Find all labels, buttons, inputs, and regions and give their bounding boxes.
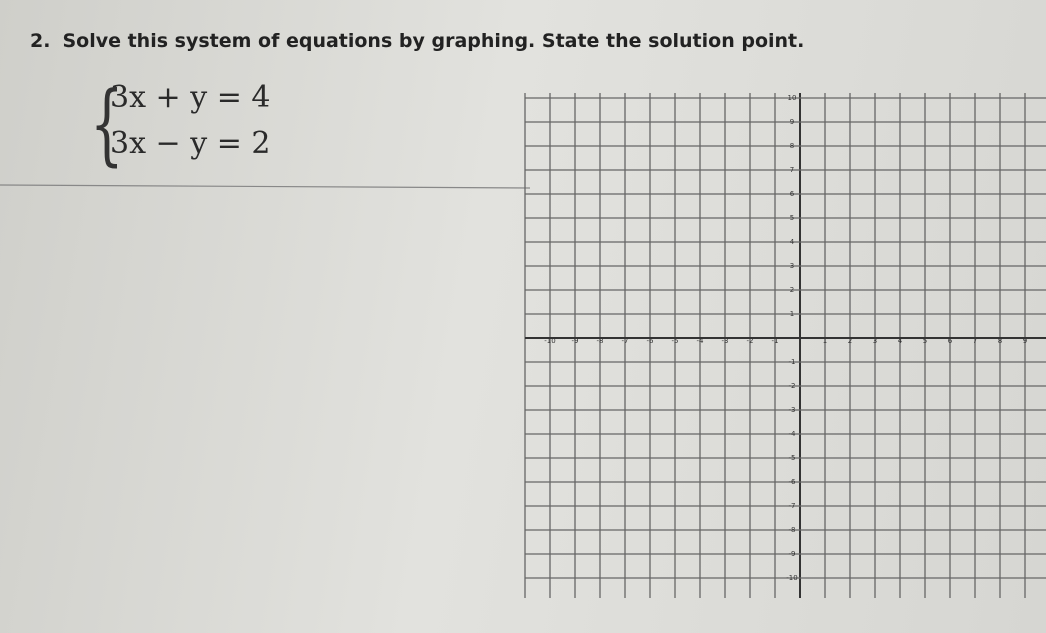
- equation-system: { 3x + y = 4 3x − y = 2: [90, 80, 270, 172]
- y-tick-label: 4: [790, 238, 795, 246]
- y-tick-label: 10: [788, 94, 797, 102]
- x-tick-label: -7: [622, 337, 629, 345]
- divider: [0, 184, 531, 189]
- x-tick-label: 6: [948, 337, 953, 345]
- grid: -10-9-8-7-6-5-4-3-2-11234567891010987654…: [524, 93, 1046, 598]
- x-tick-label: 2: [848, 337, 852, 345]
- x-tick-label: 1: [823, 337, 827, 345]
- x-tick-label: 4: [898, 337, 903, 345]
- x-tick-label: -10: [544, 337, 555, 345]
- y-tick-label: 9: [790, 118, 794, 126]
- y-tick-label: -4: [789, 430, 797, 438]
- x-tick-label: -3: [722, 337, 729, 345]
- question-number: 2.: [30, 30, 51, 52]
- y-tick-label: -3: [789, 406, 796, 414]
- y-tick-label: 2: [790, 286, 794, 294]
- y-tick-label: 5: [790, 214, 794, 222]
- y-tick-label: 8: [790, 142, 794, 150]
- x-tick-label: 3: [873, 337, 877, 345]
- equation: 3x + y = 4: [110, 80, 271, 115]
- x-tick-label: 9: [1023, 337, 1027, 345]
- x-tick-label: -4: [697, 337, 705, 345]
- y-tick-label: -6: [789, 478, 797, 486]
- x-tick-label: -2: [747, 337, 754, 345]
- x-tick-label: -9: [572, 337, 579, 345]
- y-tick-label: 3: [790, 262, 794, 270]
- x-tick-label: 5: [923, 337, 927, 345]
- y-tick-label: 6: [790, 190, 795, 198]
- x-tick-label: -1: [772, 337, 779, 345]
- y-tick-label: 1: [790, 310, 794, 318]
- y-tick-label: 7: [790, 166, 794, 174]
- y-tick-label: -10: [786, 574, 797, 582]
- x-tick-label: 8: [998, 337, 1002, 345]
- x-tick-label: 7: [973, 337, 977, 345]
- y-tick-label: -1: [789, 358, 796, 366]
- x-tick-label: -6: [647, 337, 655, 345]
- brace: {: [90, 72, 124, 175]
- y-tick-label: -8: [789, 526, 796, 534]
- x-tick-label: -8: [597, 337, 604, 345]
- y-tick-label: -9: [789, 550, 796, 558]
- question-text: Solve this system of equations by graphi…: [62, 30, 805, 52]
- y-tick-label: -5: [789, 454, 796, 462]
- equation: 3x − y = 2: [110, 126, 271, 161]
- y-tick-label: -7: [789, 502, 796, 510]
- question: 2. Solve this system of equations by grap…: [30, 30, 816, 52]
- y-tick-label: -2: [789, 382, 796, 390]
- x-tick-label: -5: [672, 337, 679, 345]
